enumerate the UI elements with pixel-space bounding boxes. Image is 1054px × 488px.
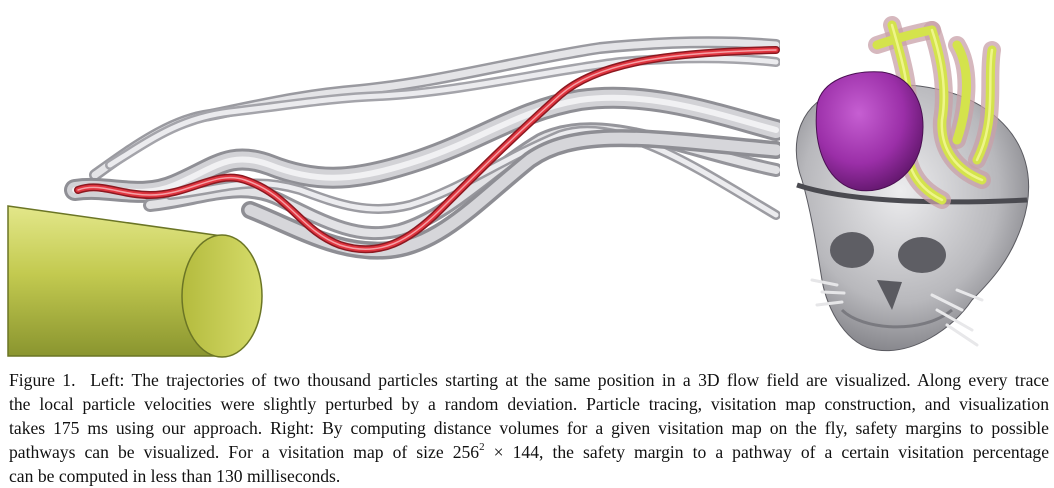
caption-line-2: the local particle velocities were sligh…: [9, 394, 1049, 414]
tumor: [815, 71, 924, 192]
particle-trajectories-render: [7, 36, 780, 358]
brain-safety-margin-render: [795, 16, 1029, 352]
figure-caption: Figure 1. Left: The trajectories of two …: [9, 368, 1049, 488]
caption-line-5: can be computed in less than 130 millise…: [9, 466, 341, 486]
caption-superscript: 2: [479, 441, 485, 454]
caption-line-4-text-a: pathways can be visualized. For a visita…: [9, 442, 480, 462]
caption-line-4-text-b: × 144, the safety margin to a pathway of…: [484, 442, 1050, 462]
caption-line-3: takes 175 ms using our approach. Right: …: [9, 418, 1049, 438]
caption-label: Figure 1.: [9, 370, 76, 390]
caption-line-1: Figure 1. Left: The trajectories of two …: [9, 368, 1049, 392]
vessel-pathways: [868, 16, 1001, 209]
red-trajectory: [74, 46, 780, 254]
caption-line-1-text: Left: The trajectories of two thousand p…: [90, 370, 1050, 390]
source-cylinder: [7, 205, 263, 358]
caption-line-4: pathways can be visualized. For a visita…: [9, 440, 1049, 464]
